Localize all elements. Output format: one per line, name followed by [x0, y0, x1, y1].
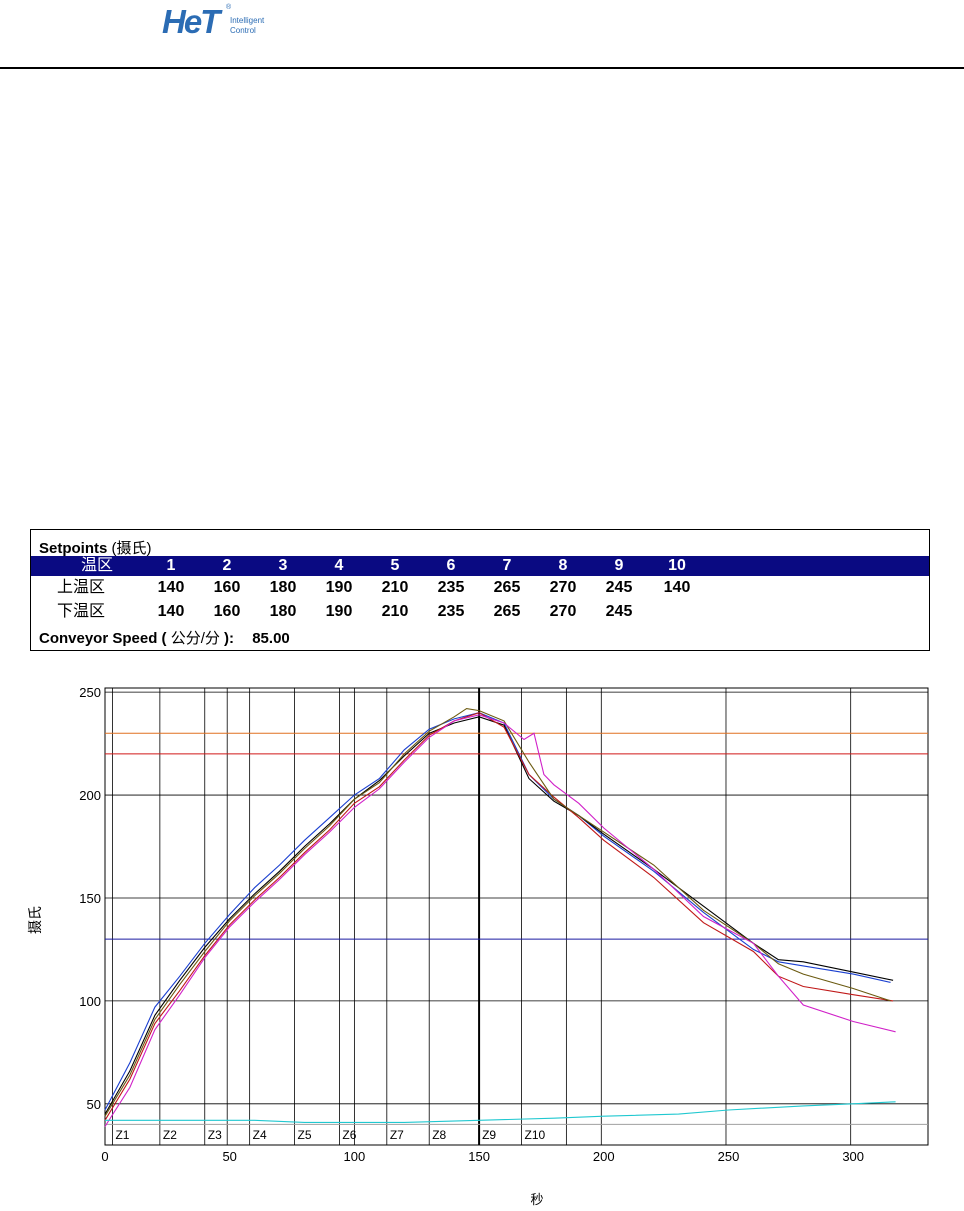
het-logo: HeT ® Intelligent Control — [162, 2, 272, 42]
profile-series-3 — [104, 712, 894, 1121]
x-tick-label: 300 — [842, 1149, 864, 1164]
zone-label: Z4 — [253, 1128, 267, 1142]
upper-setpoint-6: 235 — [437, 579, 465, 596]
x-axis-label: 秒 — [530, 1193, 543, 1208]
zone-label: Z5 — [298, 1128, 312, 1142]
upper-zone-label: 上温区 — [57, 579, 106, 596]
zone-number-7: 7 — [502, 557, 512, 574]
logo-tagline: Intelligent Control — [230, 16, 264, 36]
zone-number-10: 10 — [668, 557, 686, 574]
logo-tagline-line2: Control — [230, 26, 256, 35]
zone-label: Z3 — [208, 1128, 222, 1142]
zone-number-5: 5 — [390, 557, 400, 574]
header-divider — [0, 67, 964, 69]
profile-series-5 — [104, 714, 896, 1127]
lower-setpoint-4: 190 — [325, 603, 353, 620]
zone-number-3: 3 — [278, 557, 288, 574]
upper-setpoint-5: 210 — [381, 579, 409, 596]
x-tick-label: 150 — [468, 1149, 490, 1164]
profile-series-6 — [105, 1101, 896, 1123]
setpoints-table: Setpoints (摄氏) 温区 1 2 3 4 5 6 7 8 9 10 上温区 140 160… — [30, 529, 930, 651]
zone-label: Z8 — [432, 1128, 446, 1142]
conveyor-speed: Conveyor Speed ( 公分/分 ): 85.00 — [39, 627, 290, 648]
lower-zone-label: 下温区 — [57, 603, 106, 620]
conveyor-speed-label: Conveyor Speed ( — [39, 630, 167, 647]
zone-label: Z1 — [115, 1128, 129, 1142]
page-header: HeT ® Intelligent Control — [0, 0, 964, 70]
conveyor-speed-unit: 公分/分 — [170, 630, 220, 647]
temperature-profile-chart: 50 100 150 200 250 0 50 100 150 200 250 300 Z1 Z2 Z3 Z4… — [28, 685, 929, 1208]
conveyor-speed-close: ): — [224, 630, 235, 647]
upper-setpoint-7: 265 — [493, 579, 521, 596]
zone-number-8: 8 — [558, 557, 568, 574]
logo-registered-mark: ® — [226, 4, 232, 11]
lower-setpoint-8: 270 — [549, 603, 577, 620]
plot-area — [104, 687, 929, 1146]
x-tick-label: 200 — [593, 1149, 615, 1164]
upper-zone-row: 上温区 140 160 180 190 210 235 265 270 245 140 — [31, 577, 929, 599]
x-tick-label: 250 — [718, 1149, 740, 1164]
zone-label: Z9 — [482, 1128, 496, 1142]
lower-zone-row: 下温区 140 160 180 190 210 235 265 270 245 — [31, 601, 929, 623]
x-tick-label: 100 — [344, 1149, 366, 1164]
zone-label: Z6 — [342, 1128, 356, 1142]
profile-series-4 — [104, 708, 891, 1117]
upper-setpoint-10: 140 — [663, 579, 691, 596]
lower-setpoint-7: 265 — [493, 603, 521, 620]
zone-label: Z2 — [163, 1128, 177, 1142]
lower-setpoint-3: 180 — [269, 603, 297, 620]
upper-setpoint-3: 180 — [269, 579, 297, 596]
zone-number-9: 9 — [614, 557, 624, 574]
lower-setpoint-6: 235 — [437, 603, 465, 620]
lower-setpoint-9: 245 — [605, 603, 633, 620]
setpoints-title-text: Setpoints — [39, 540, 108, 557]
zone-number-6: 6 — [446, 557, 456, 574]
y-tick-label: 100 — [79, 994, 101, 1009]
y-tick-label: 150 — [79, 891, 101, 906]
y-tick-label: 200 — [79, 788, 101, 803]
upper-setpoint-8: 270 — [549, 579, 577, 596]
logo-tagline-line1: Intelligent — [230, 16, 265, 25]
x-tick-label: 50 — [222, 1149, 236, 1164]
logo-wordmark: HeT — [162, 3, 220, 40]
y-tick-label: 50 — [87, 1097, 101, 1112]
zone-header-row: 温区 1 2 3 4 5 6 7 8 9 10 — [31, 556, 929, 576]
setpoints-title: Setpoints (摄氏) — [39, 537, 152, 558]
setpoints-title-unit: (摄氏) — [111, 540, 152, 557]
zone-number-4: 4 — [334, 557, 344, 574]
upper-setpoint-9: 245 — [605, 579, 633, 596]
zone-label: Z7 — [390, 1128, 404, 1142]
zone-number-1: 1 — [166, 557, 176, 574]
lower-setpoint-2: 160 — [213, 603, 241, 620]
upper-setpoint-2: 160 — [213, 579, 241, 596]
upper-setpoint-1: 140 — [157, 579, 185, 596]
zone-header-label: 温区 — [81, 557, 114, 574]
zone-label: Z10 — [524, 1128, 545, 1142]
zone-number-2: 2 — [222, 557, 232, 574]
y-tick-label: 250 — [79, 685, 101, 700]
y-axis-label: 摄氏 — [28, 906, 44, 934]
upper-setpoint-4: 190 — [325, 579, 353, 596]
lower-setpoint-5: 210 — [381, 603, 409, 620]
lower-setpoint-1: 140 — [157, 603, 185, 620]
x-tick-label: 0 — [101, 1149, 108, 1164]
conveyor-speed-value: 85.00 — [252, 630, 290, 647]
